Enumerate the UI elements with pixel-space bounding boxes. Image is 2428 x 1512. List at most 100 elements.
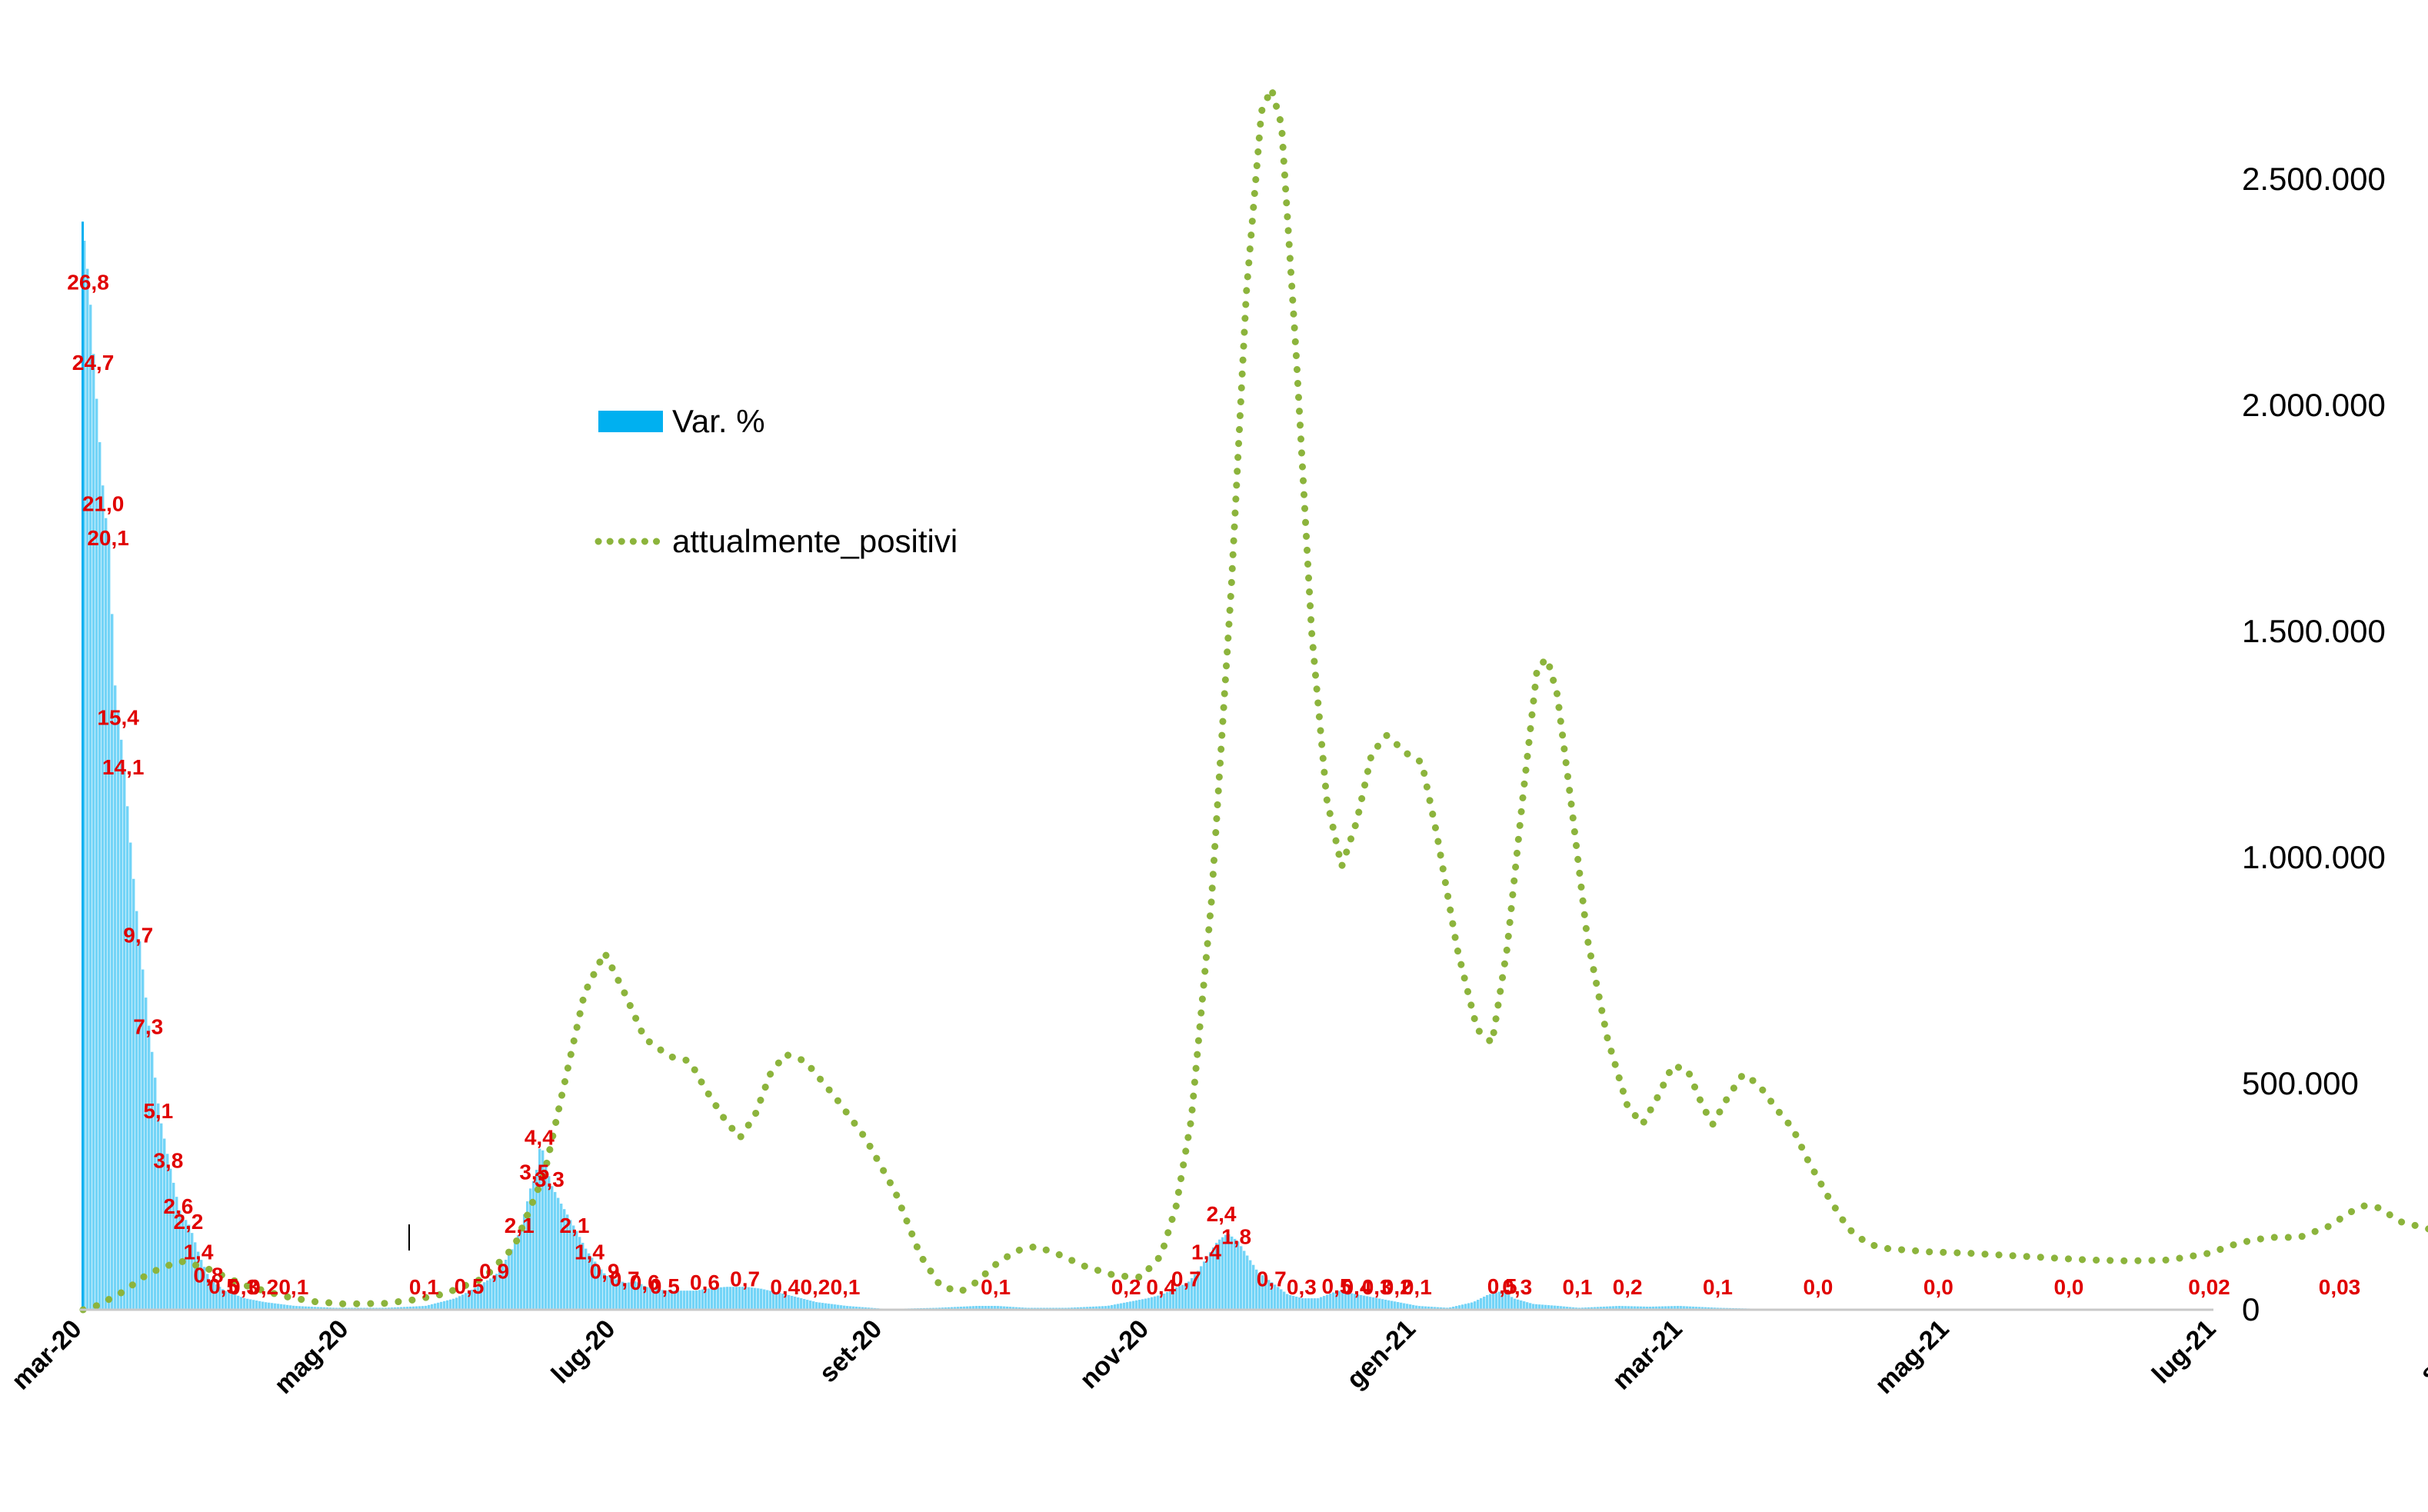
- var-pct-bar: [1501, 1291, 1504, 1310]
- var-pct-bar: [600, 1269, 603, 1310]
- data-label: 0,5: [208, 1274, 238, 1298]
- var-pct-bar: [778, 1293, 781, 1310]
- x-tick-label: mar-20: [6, 1314, 88, 1396]
- var-pct-bar: [1267, 1280, 1271, 1310]
- var-pct-bar: [575, 1231, 578, 1310]
- var-pct-bar: [295, 1306, 298, 1310]
- var-pct-bar: [212, 1282, 215, 1310]
- var-pct-bar: [1280, 1289, 1283, 1310]
- var-pct-bar: [437, 1302, 440, 1310]
- y-tick-label: 0: [2242, 1291, 2260, 1327]
- x-tick-label: mag-21: [1870, 1314, 1955, 1400]
- var-pct-bar: [1363, 1295, 1366, 1310]
- var-pct-bar: [1689, 1306, 1692, 1310]
- var-pct-bar: [1547, 1305, 1550, 1310]
- var-pct-bar: [1249, 1260, 1252, 1310]
- var-pct-bar: [769, 1291, 772, 1310]
- data-label: 0,0: [2053, 1275, 2083, 1299]
- var-pct-bar: [668, 1291, 671, 1310]
- data-label: 0,3: [1362, 1275, 1392, 1299]
- var-pct-bar: [858, 1307, 861, 1310]
- var-pct-bar: [1381, 1299, 1384, 1310]
- var-pct-bar: [221, 1289, 225, 1310]
- var-pct-bar: [661, 1290, 664, 1310]
- var-pct-bar: [843, 1305, 846, 1310]
- var-pct-bar: [1111, 1304, 1114, 1310]
- var-pct-bar: [1698, 1307, 1701, 1310]
- data-label: 0,4: [1146, 1275, 1176, 1299]
- var-pct-bar: [218, 1287, 221, 1310]
- var-pct-bar: [548, 1176, 551, 1310]
- var-pct-bar: [1218, 1239, 1221, 1310]
- var-pct-bar: [258, 1301, 261, 1310]
- var-pct-bar: [1483, 1296, 1486, 1310]
- var-pct-bar: [991, 1306, 994, 1310]
- var-pct-bar: [486, 1280, 489, 1310]
- var-pct-bar: [701, 1289, 704, 1310]
- data-label: 0,4: [770, 1275, 800, 1299]
- var-pct-bar: [1464, 1304, 1467, 1310]
- var-pct-bar: [1166, 1291, 1169, 1310]
- var-pct-bar: [674, 1291, 677, 1310]
- var-pct-bar: [732, 1287, 735, 1310]
- var-pct-bar: [655, 1288, 658, 1310]
- var-pct-bar: [452, 1298, 455, 1310]
- data-label: 0,2: [1382, 1275, 1412, 1299]
- var-pct-bar: [1489, 1294, 1492, 1310]
- data-label: 0,03: [2319, 1275, 2361, 1299]
- var-pct-bar: [1661, 1306, 1664, 1310]
- var-pct-bar: [114, 685, 117, 1310]
- var-pct-bar: [969, 1306, 972, 1310]
- var-pct-bar: [738, 1287, 741, 1310]
- var-pct-bar: [1535, 1304, 1538, 1310]
- data-label: 1,4: [1191, 1241, 1221, 1264]
- data-label: 2,6: [163, 1194, 193, 1218]
- var-pct-bar: [428, 1304, 431, 1310]
- var-pct-bar: [1603, 1306, 1606, 1310]
- var-pct-bar: [1141, 1299, 1144, 1310]
- var-pct-bar: [1135, 1300, 1138, 1310]
- var-pct-bar: [1686, 1306, 1689, 1310]
- data-label: 0,2: [1111, 1275, 1141, 1299]
- var-pct-bar: [806, 1300, 809, 1310]
- var-pct-bar: [1304, 1298, 1307, 1310]
- var-pct-bar: [1695, 1307, 1698, 1310]
- var-pct-bar: [1677, 1306, 1680, 1310]
- legend-swatch-var: [598, 411, 663, 432]
- var-pct-bar: [1307, 1298, 1311, 1310]
- var-pct-bar: [1194, 1274, 1197, 1310]
- var-pct-bar: [766, 1290, 769, 1310]
- var-pct-bar: [1594, 1307, 1597, 1310]
- var-pct-bar: [1240, 1246, 1243, 1310]
- var-pct-bar: [1009, 1307, 1012, 1310]
- var-pct-bar: [431, 1304, 434, 1310]
- var-pct-bar: [1366, 1296, 1369, 1310]
- data-label: 0,2: [248, 1275, 278, 1299]
- var-pct-bar: [704, 1288, 708, 1310]
- var-pct-bar: [612, 1278, 615, 1310]
- data-label: 0,02: [2188, 1275, 2230, 1299]
- var-pct-bar: [1323, 1296, 1326, 1310]
- var-pct-bar: [1347, 1292, 1351, 1310]
- var-pct-bar: [1507, 1294, 1510, 1310]
- var-pct-bar: [803, 1299, 806, 1310]
- var-pct-bar: [757, 1288, 760, 1310]
- var-pct-bar: [1012, 1307, 1015, 1310]
- data-label: 3,5: [519, 1160, 549, 1184]
- var-pct-bar: [1283, 1291, 1286, 1310]
- var-pct-bar: [495, 1274, 498, 1310]
- var-pct-bar: [406, 1307, 409, 1310]
- var-pct-bar: [957, 1307, 960, 1310]
- var-pct-bar: [677, 1291, 680, 1310]
- var-pct-bar: [1664, 1306, 1667, 1310]
- var-pct-bar: [148, 1025, 151, 1310]
- var-pct-bar: [948, 1307, 951, 1310]
- var-pct-bar: [166, 1154, 169, 1310]
- var-pct-bar: [92, 354, 95, 1310]
- var-pct-bar: [1169, 1290, 1172, 1310]
- var-pct-bar: [394, 1307, 397, 1310]
- var-pct-bar: [1406, 1304, 1409, 1310]
- var-pct-bar: [585, 1248, 588, 1310]
- var-pct-bar: [1412, 1304, 1415, 1310]
- var-pct-bar: [1621, 1306, 1624, 1310]
